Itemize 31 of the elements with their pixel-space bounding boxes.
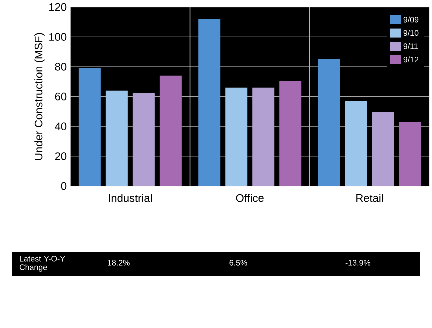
text: 6.5% [230,260,248,266]
bar [78,68,101,186]
bar [318,59,340,186]
y-tick-label: 0 [61,182,67,190]
y-tick-label: 120 [50,3,67,12]
bar [198,19,221,186]
bar [226,88,248,186]
x-tick-label: Retail [356,194,384,202]
bar [345,101,368,186]
bar [132,93,155,186]
y-tick-label: 80 [55,63,67,71]
bar [399,122,422,186]
legend-label: 9/09 [404,16,419,23]
y-tick-label: 60 [55,92,67,101]
text: 18.2% [108,260,130,266]
y-tick-label: 100 [50,33,67,42]
x-tick-label: Industrial [109,194,152,202]
bar [160,76,182,186]
bar [372,112,394,186]
legend-label: 9/11 [404,43,418,50]
text: Latest Y-O-Y Change [20,256,66,272]
text: -13.9% [346,260,371,266]
bar [106,90,128,186]
bar [252,88,275,186]
y-tick-label: 40 [55,122,67,131]
x-tick-label: Office [236,194,264,202]
y-axis-title: Under Construction (MSF) [34,33,45,160]
bar [280,81,302,186]
y-tick-label: 20 [55,152,67,160]
legend-label: 9/10 [404,30,419,36]
legend-label: 9/12 [404,56,419,63]
